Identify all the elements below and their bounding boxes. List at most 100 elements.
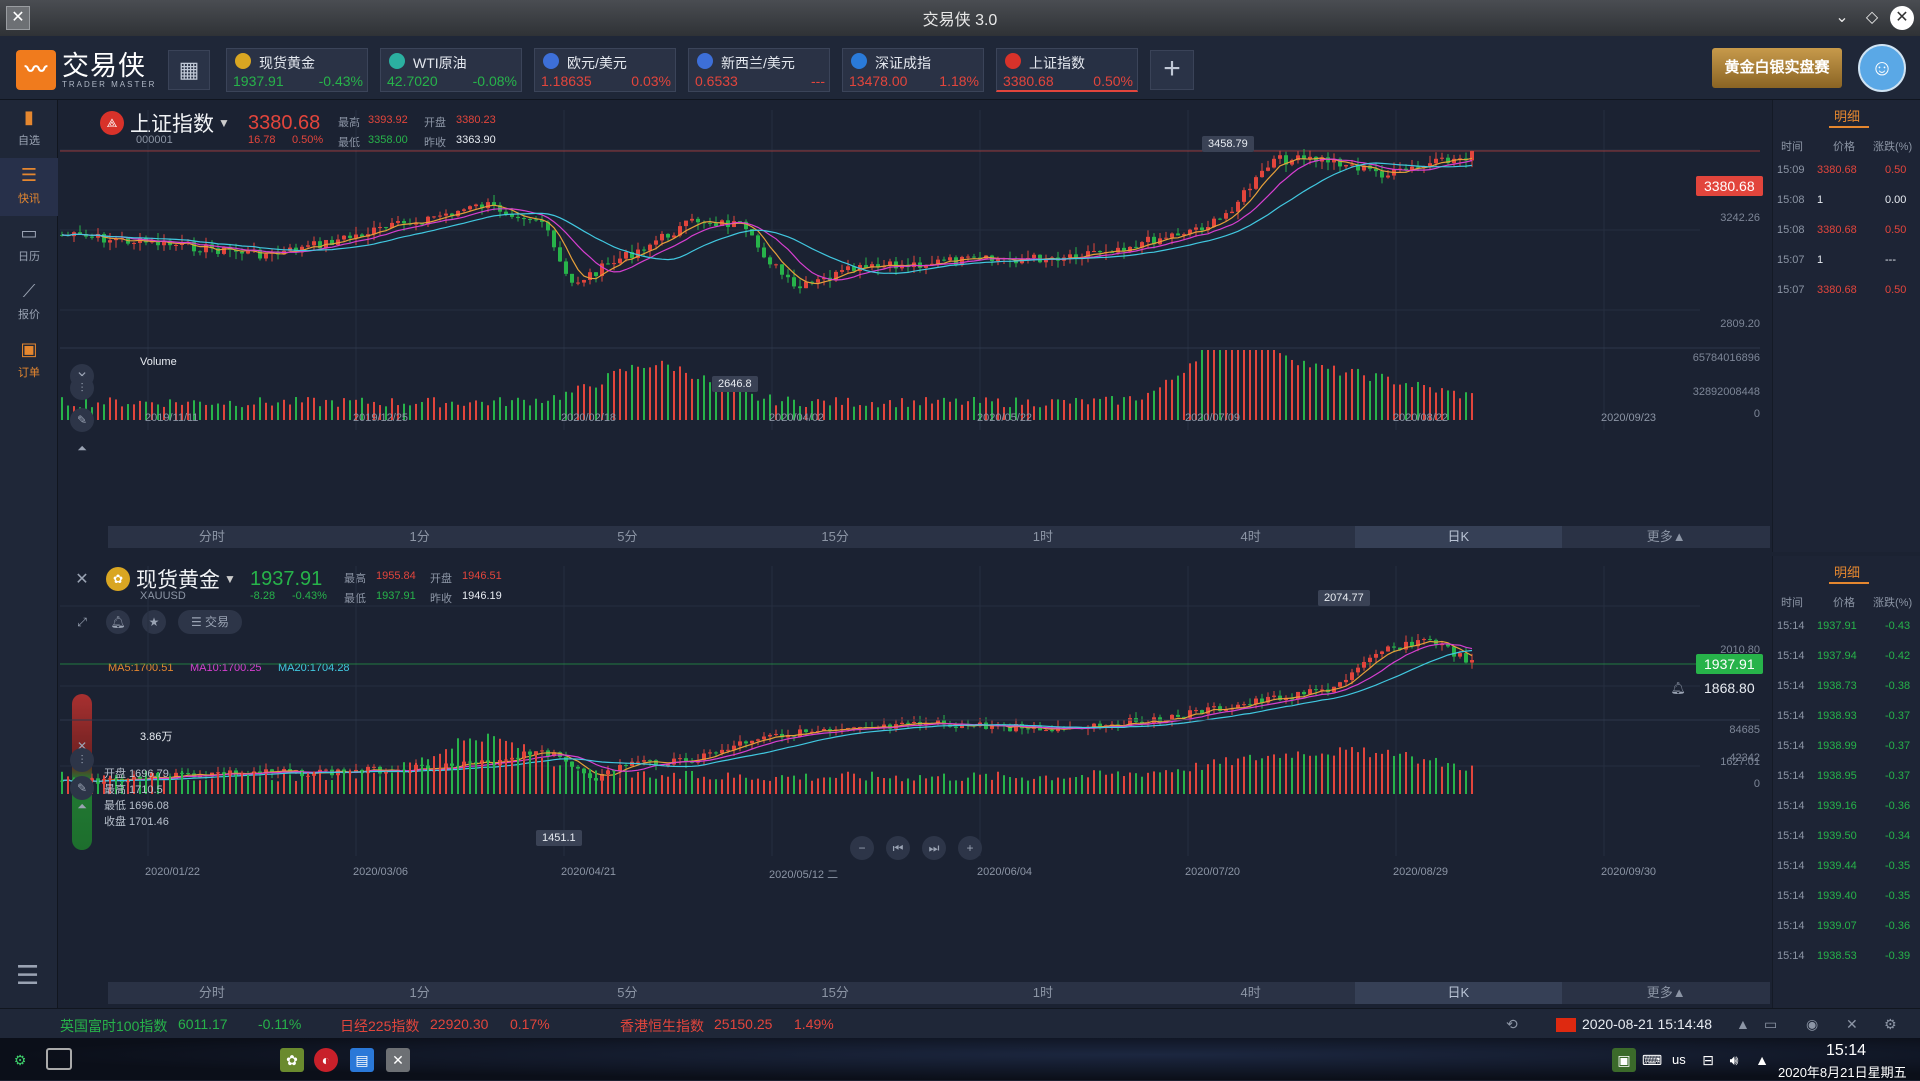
candlestick-chart-gold[interactable] <box>60 556 1770 1008</box>
quote-tab[interactable]: 欧元/美元 1.18635 0.03% <box>534 48 676 92</box>
timeframe-5[interactable]: 4时 <box>1240 985 1261 1000</box>
tray-up-icon[interactable]: ▲ <box>1755 1052 1769 1068</box>
row-price: 3380.68 <box>1817 164 1857 176</box>
ticker-name[interactable]: 香港恒生指数 <box>620 1018 704 1034</box>
indicator-icon[interactable]: ⫶ <box>70 748 94 772</box>
settings-icon[interactable]: ⚙ <box>1884 1016 1897 1032</box>
timeframe-1[interactable]: 1分 <box>409 985 430 1000</box>
volume-bars <box>61 350 1473 420</box>
timeframe-1[interactable]: 1分 <box>409 529 430 544</box>
expand-icon[interactable]: ⤢ <box>77 615 87 629</box>
caret-up-icon[interactable]: ▲ <box>1736 1016 1750 1032</box>
timeframe-0[interactable]: 分时 <box>198 985 225 1000</box>
network-icon[interactable]: ⊟ <box>1702 1052 1714 1068</box>
timeframe-6[interactable]: 日K <box>1354 526 1563 548</box>
quote-tab[interactable]: 现货黄金 1937.91 -0.43% <box>226 48 368 92</box>
symbol-selector[interactable]: ✿ 现货黄金 ▼ <box>106 564 236 594</box>
promo-banner[interactable]: 黄金白银实盘赛 <box>1712 48 1842 88</box>
volume-bar <box>1237 758 1239 794</box>
volume-icon[interactable]: 🔊︎ <box>1729 1052 1739 1068</box>
avatar[interactable]: ☺ <box>1858 44 1906 92</box>
tab-detail[interactable]: 明细 <box>1833 565 1860 580</box>
chart-settings-icon[interactable]: ⏶ <box>77 799 87 813</box>
volume-bar <box>613 770 615 794</box>
volume-bar <box>901 781 903 794</box>
quote-tab[interactable]: WTI原油 42.7020 -0.08% <box>380 48 522 92</box>
layout-grid-button[interactable]: ▦ <box>168 50 210 90</box>
row-price: 1937.94 <box>1817 650 1857 662</box>
close-indicator-icon[interactable]: ✕ <box>76 739 88 753</box>
start-menu-icon[interactable]: ⚙ <box>13 1052 27 1068</box>
volume-bar <box>109 775 111 794</box>
trade-button[interactable]: ☰ 交易 <box>178 610 242 634</box>
file-manager-icon[interactable]: ▤ <box>350 1048 374 1072</box>
close-icon[interactable]: ✕ <box>1890 6 1914 30</box>
minimize-icon[interactable]: ⌄ <box>1835 9 1849 26</box>
connection-icon[interactable]: ⟲ <box>1506 1016 1518 1032</box>
taskbar-app-icon[interactable]: ◐ <box>314 1048 338 1072</box>
volume-bar <box>451 748 453 794</box>
timeframe-3[interactable]: 15分 <box>821 985 849 1000</box>
chart-settings-icon[interactable]: ⏶ <box>77 441 87 455</box>
bell-icon[interactable]: 🔔︎ <box>106 610 130 634</box>
camera-icon[interactable]: ◉ <box>1806 1016 1819 1032</box>
close-panel-icon[interactable]: ✕ <box>75 571 89 588</box>
timeframe-7[interactable]: 更多▲ <box>1646 529 1686 544</box>
sidebar-item-calendar[interactable]: ▭ 日历 <box>18 223 40 263</box>
symbol-selector[interactable]: ⟁ 上证指数 ▼ <box>100 108 230 138</box>
mute-icon[interactable]: ✕ <box>1846 1016 1858 1032</box>
tab-detail[interactable]: 明细 <box>1833 109 1860 124</box>
timeframe-4[interactable]: 1时 <box>1032 985 1053 1000</box>
zoom-out-icon[interactable]: − <box>850 836 874 860</box>
menu-icon[interactable]: ☰ <box>16 960 40 990</box>
timeframe-2[interactable]: 5分 <box>617 985 638 1000</box>
taskbar-time[interactable]: 15:14 <box>1826 1042 1867 1059</box>
alert-bell-icon[interactable]: 🔔︎ <box>1670 681 1686 695</box>
volume-bar <box>295 780 297 794</box>
star-icon[interactable]: ★ <box>142 610 166 634</box>
quote-tab[interactable]: 深证成指 13478.00 1.18% <box>842 48 984 92</box>
input-language[interactable]: us <box>1672 1052 1686 1067</box>
quote-tab[interactable]: 新西兰/美元 0.6533 --- <box>688 48 830 92</box>
candle-body <box>1260 698 1264 703</box>
volume-bar <box>847 397 849 420</box>
timeframe-3[interactable]: 15分 <box>821 529 849 544</box>
timeframe-0[interactable]: 分时 <box>198 529 225 544</box>
flag-icon <box>543 53 559 69</box>
sidebar-item-orders[interactable]: ▣ 订单 <box>18 339 40 379</box>
quote-tab[interactable]: 上证指数 3380.68 0.50% <box>996 48 1138 92</box>
volume-bar <box>901 398 903 420</box>
draw-pen-icon[interactable]: ✎ <box>70 408 94 432</box>
sidebar-item-quotes[interactable]: ⟋ 报价 <box>18 281 40 321</box>
taskbar-date[interactable]: 2020年8月21日星期五 <box>1778 1065 1907 1080</box>
ticker-name[interactable]: 日经225指数 <box>340 1018 420 1034</box>
sidebar-item-watchlist[interactable]: ▮ 自选 <box>18 107 40 147</box>
timeframe-6[interactable]: 日K <box>1354 982 1563 1004</box>
candle-body <box>546 221 550 231</box>
timeframe-7[interactable]: 更多▲ <box>1646 985 1686 1000</box>
app-icon[interactable]: ✕ <box>6 6 30 30</box>
trader-app-icon[interactable]: ✕ <box>386 1048 410 1072</box>
tray-app-icon[interactable]: ▣ <box>1612 1048 1636 1072</box>
keyboard-icon[interactable]: ⌨ <box>1641 1052 1663 1068</box>
show-desktop-icon[interactable] <box>46 1048 72 1070</box>
candle-body <box>1344 679 1348 683</box>
candlestick-chart-sse[interactable] <box>60 100 1770 552</box>
timeframe-2[interactable]: 5分 <box>617 529 638 544</box>
sidebar-item-news[interactable]: ☰ 快讯 <box>0 158 58 216</box>
volume-bar <box>643 367 645 420</box>
ticker-name[interactable]: 英国富时100指数 <box>60 1018 168 1034</box>
timeframe-4[interactable]: 1时 <box>1032 529 1053 544</box>
volume-bar <box>1117 771 1119 794</box>
draw-pen-icon[interactable]: ✎ <box>70 776 94 800</box>
zoom-in-icon[interactable]: + <box>958 836 982 860</box>
skip-forward-icon[interactable]: ⏭ <box>922 836 946 860</box>
x-axis-tick: 2020/05/12 二 <box>769 869 839 881</box>
window-icon[interactable]: ▭ <box>1764 1016 1778 1032</box>
timeframe-5[interactable]: 4时 <box>1240 529 1261 544</box>
indicator-icon[interactable]: ⫶ <box>70 376 94 400</box>
add-quote-button[interactable]: + <box>1150 50 1194 90</box>
skip-back-icon[interactable]: ⏮ <box>886 836 910 860</box>
maximize-icon[interactable]: ◇ <box>1865 9 1879 26</box>
taskbar-app-icon[interactable]: ✿ <box>280 1048 304 1072</box>
